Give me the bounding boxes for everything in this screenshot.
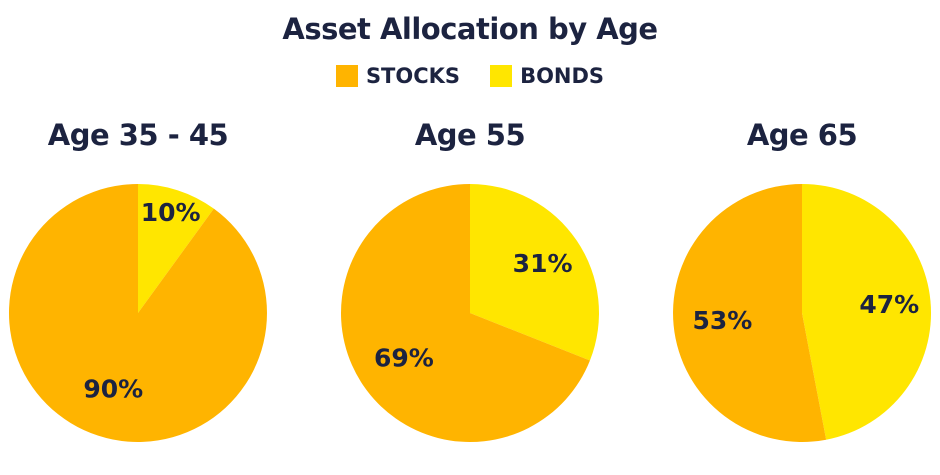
legend-item-bonds: BONDS [490, 64, 604, 88]
legend-label-stocks: STOCKS [365, 64, 461, 88]
pie-1-label-stocks: 69% [374, 344, 434, 373]
pie-2-label-stocks: 53% [692, 306, 752, 335]
pie-0-slice-bonds [138, 184, 214, 313]
pie-title-age-35-45: Age 35 - 45 [47, 118, 229, 152]
pie-2-slice-stocks [673, 184, 827, 442]
pie-0-label-stocks: 90% [83, 375, 143, 404]
legend-label-bonds: BONDS [520, 64, 605, 88]
legend: STOCKS BONDS [0, 64, 940, 88]
pie-title-age-65: Age 65 [746, 118, 858, 152]
pie-1-label-bonds: 31% [513, 249, 573, 278]
pie-0-label-bonds: 10% [141, 198, 201, 227]
pie-title-age-55: Age 55 [414, 118, 526, 152]
pie-0-slice-stocks [8, 184, 267, 442]
pie-1-slice-stocks [340, 184, 590, 443]
chart-title: Asset Allocation by Age [282, 12, 658, 46]
pie-1-slice-bonds [470, 184, 599, 361]
pie-2-slice-bonds [802, 184, 932, 440]
pie-2-label-bonds: 47% [859, 290, 919, 319]
legend-item-stocks: STOCKS [335, 64, 461, 88]
legend-swatch-bonds [490, 65, 513, 87]
legend-swatch-stocks [335, 65, 358, 87]
